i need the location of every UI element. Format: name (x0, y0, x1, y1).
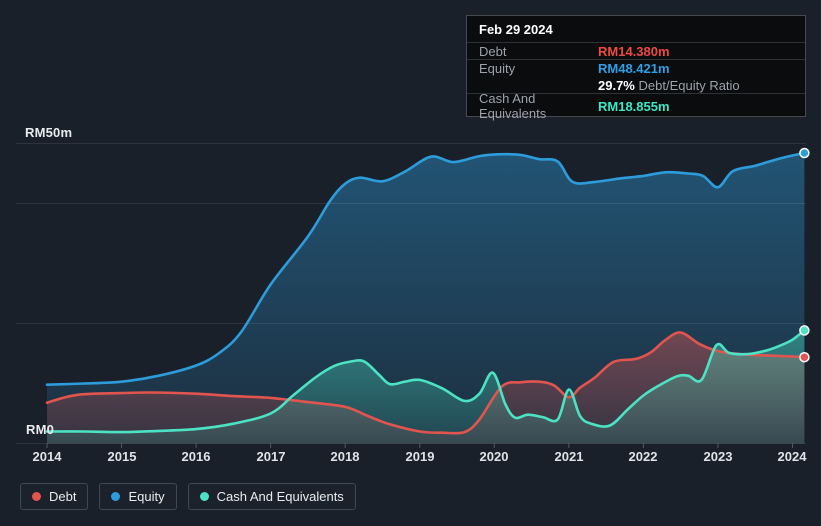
tooltip-ratio-label: Debt/Equity Ratio (638, 77, 740, 93)
x-axis-label-2019: 2019 (405, 449, 435, 464)
y-axis-label-zero: RM0 (26, 422, 55, 437)
tooltip-cash-value: RM18.855m (598, 98, 670, 114)
x-axis-label-2017: 2017 (256, 449, 286, 464)
x-axis-label-2023: 2023 (703, 449, 733, 464)
x-axis-label-2015: 2015 (107, 449, 137, 464)
legend-label-debt: Debt (49, 489, 77, 504)
y-axis-label-max: RM50m (25, 125, 73, 140)
legend-item-debt[interactable]: Debt (20, 483, 89, 510)
x-axis-label-2016: 2016 (181, 449, 211, 464)
cash-and-equivalents-area (47, 330, 805, 444)
legend-label-cash: Cash And Equivalents (216, 489, 344, 504)
tooltip-debt-label: Debt (479, 43, 507, 59)
tooltip-equity-row: Equity RM48.421m (467, 60, 805, 77)
x-axis-label-2014: 2014 (32, 449, 62, 464)
cash-and-equivalents-line (45, 329, 806, 434)
tooltip-equity-value: RM48.421m (598, 61, 670, 76)
x-axis-label-2018: 2018 (330, 449, 360, 464)
cash-color-dot (199, 492, 209, 501)
equity-color-dot (111, 492, 121, 501)
x-axis-label-2022: 2022 (628, 449, 658, 464)
chart-tooltip: Feb 29 2024 Debt RM14.380m Equity RM48.4… (466, 15, 806, 121)
x-axis-label-2021: 2021 (554, 449, 584, 464)
tooltip-debt-value: RM14.380m (598, 43, 670, 59)
tooltip-equity-label: Equity (479, 61, 516, 76)
debt-line (45, 331, 806, 435)
cash-and-equivalents-end-marker[interactable] (799, 325, 810, 336)
legend-item-cash[interactable]: Cash And Equivalents (187, 483, 356, 510)
equity-end-marker[interactable] (799, 147, 810, 159)
tooltip-date: Feb 29 2024 (467, 16, 805, 43)
debt-area (47, 332, 805, 444)
tooltip-cash-label: Cash And Equivalents (479, 91, 547, 121)
tooltip-cash-row: Cash And Equivalents RM18.855m (467, 91, 805, 121)
x-axis-label-2020: 2020 (479, 449, 509, 464)
equity-line (45, 151, 806, 386)
chart-legend: Debt Equity Cash And Equivalents (20, 483, 356, 510)
debt-end-marker[interactable] (799, 351, 810, 363)
tooltip-debt-row: Debt RM14.380m (467, 43, 805, 60)
x-axis-label-2024: 2024 (777, 449, 807, 464)
legend-label-equity: Equity (128, 489, 165, 504)
legend-item-equity[interactable]: Equity (99, 483, 177, 510)
tooltip-ratio-value: 29.7% (598, 77, 635, 93)
debt-color-dot (32, 492, 41, 501)
tooltip-ratio-row: 29.7% Debt/Equity Ratio (467, 77, 805, 94)
